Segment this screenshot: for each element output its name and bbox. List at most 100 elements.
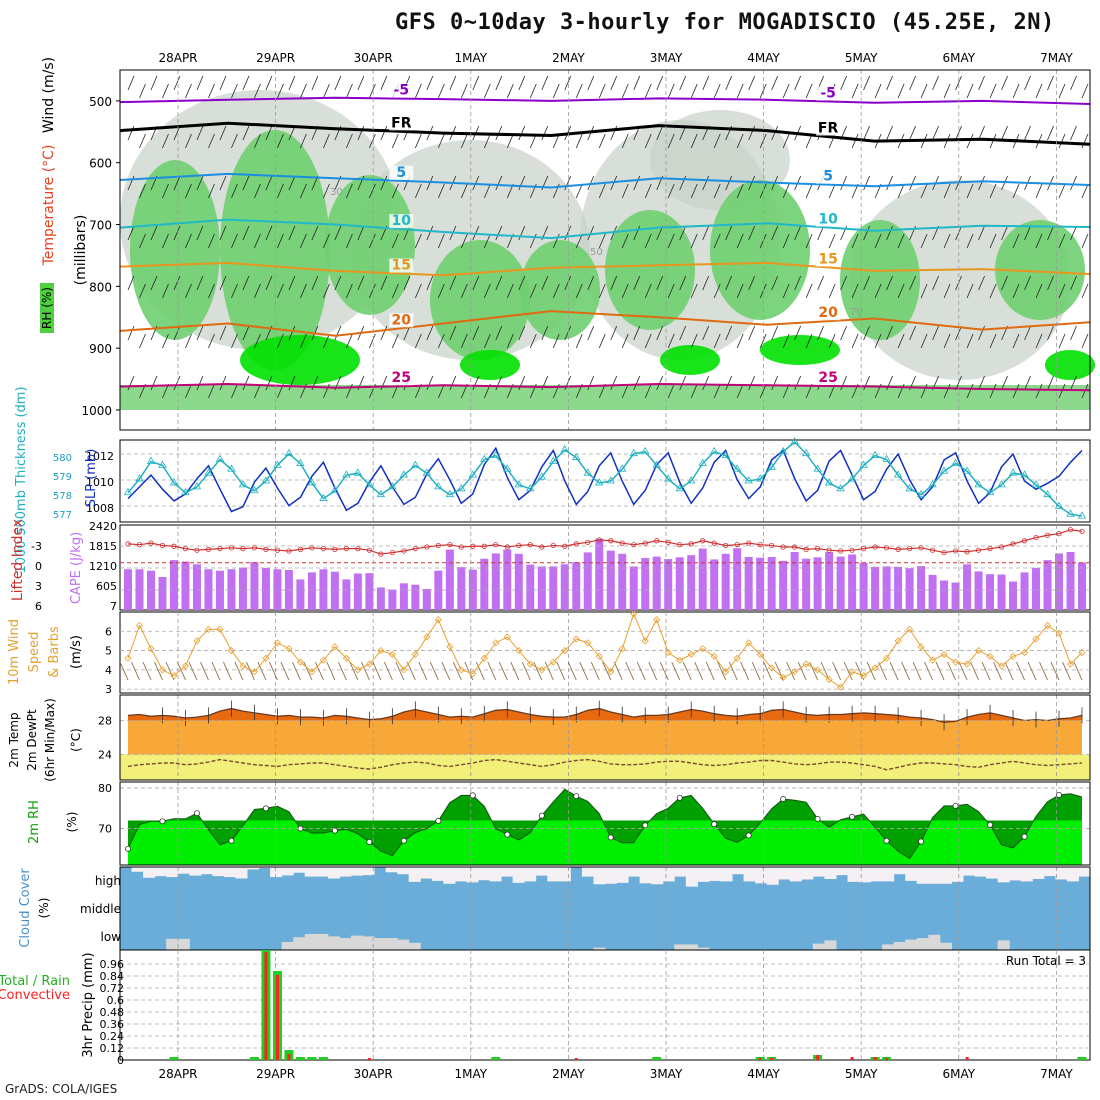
precip-convective-bar	[965, 1057, 969, 1060]
wind-barb	[265, 375, 273, 391]
wind-barb	[265, 125, 273, 141]
wind-barb	[334, 275, 342, 291]
cloud-low-bar	[408, 942, 421, 950]
wind-barb	[1024, 125, 1031, 141]
isotherm-label: 15	[392, 258, 411, 274]
lifted-index-marker	[309, 545, 315, 551]
cape-bar	[848, 554, 857, 610]
cloud-high-gap	[1066, 867, 1079, 882]
wind-speed-marker	[227, 647, 236, 655]
wind-barb	[323, 83, 330, 99]
wind-barb	[380, 75, 388, 91]
x-tick-label: 1MAY	[454, 51, 487, 65]
thickness-marker	[238, 480, 248, 488]
rh-marker	[400, 837, 407, 844]
wind-barb	[644, 333, 652, 349]
wind-barb	[449, 275, 457, 291]
cape-bar	[204, 569, 213, 610]
wind-barb	[552, 283, 560, 299]
cloud-low-bar	[397, 939, 410, 950]
wind-barb	[587, 325, 595, 341]
wind-barb	[437, 333, 445, 349]
lifted-index-marker	[688, 541, 694, 547]
wind-barb	[713, 133, 721, 149]
thickness-marker	[457, 484, 466, 492]
wind-barb	[587, 75, 595, 91]
wind-speed-marker	[124, 654, 132, 662]
wind-barb	[369, 283, 376, 299]
wind-barb	[725, 325, 733, 341]
wind-barb	[943, 283, 951, 299]
thickness-marker	[595, 478, 604, 486]
wind-barb	[518, 275, 526, 291]
wind-barb	[300, 283, 307, 299]
thickness-marker	[146, 456, 156, 464]
wind-barb	[162, 83, 169, 99]
thickness-marker	[491, 450, 501, 459]
wind-barb	[644, 383, 652, 399]
wind-barb	[173, 175, 181, 191]
wind-barb	[1001, 375, 1008, 391]
thickness-marker	[905, 484, 914, 492]
wind-barb	[702, 225, 710, 241]
wind-barb	[541, 275, 549, 291]
thickness-marker	[261, 476, 271, 484]
rh-contour-label: 70	[850, 307, 863, 318]
wind-barb	[771, 275, 779, 291]
wind-barb	[323, 333, 330, 349]
wind-barb	[277, 283, 284, 299]
thickness-marker	[422, 468, 432, 476]
wind-barb	[748, 325, 756, 341]
wind-barb	[483, 333, 491, 349]
thickness-marker	[365, 480, 374, 488]
lifted-index-marker	[412, 546, 418, 552]
wind-barb	[242, 375, 250, 391]
wind-barb	[690, 133, 698, 149]
wind-barb	[426, 325, 434, 341]
thickness-marker	[1054, 501, 1064, 509]
wind-barb	[391, 233, 399, 249]
wind-barb	[989, 383, 997, 399]
x-tick-label: 2MAY	[552, 1067, 585, 1081]
wind-barb	[656, 325, 664, 341]
wind-barb	[460, 233, 468, 249]
cloud-high-gap	[212, 867, 225, 877]
wind-barb	[1012, 83, 1020, 99]
lifted-index-marker	[1021, 538, 1028, 544]
wind-barb	[360, 661, 370, 681]
lifted-index-marker	[251, 545, 258, 551]
cape-bar	[974, 571, 983, 610]
y-tick-label: 0.12	[100, 1042, 125, 1055]
wind-speed-marker	[940, 650, 948, 658]
axis-label-precip: 3hr Precip (mm)	[81, 952, 96, 1057]
thickness-marker	[215, 454, 225, 462]
wind-speed-marker	[618, 645, 626, 653]
wind-barb	[242, 175, 250, 191]
wind-barb	[185, 183, 192, 199]
precip-total-bar	[1077, 1057, 1087, 1060]
wind-barb	[300, 333, 307, 349]
wind-barb	[728, 661, 738, 681]
rh-marker	[194, 810, 200, 817]
wind-barb	[1070, 325, 1077, 341]
thickness-marker	[307, 478, 317, 486]
wind-barb	[702, 375, 710, 391]
wind-barb	[748, 275, 756, 291]
wind-barb	[414, 183, 422, 199]
isotherm-label-bg	[816, 306, 841, 321]
lifted-index-marker	[861, 546, 867, 552]
cloud-level-label: middle	[80, 902, 121, 916]
wind-barb	[219, 125, 227, 141]
thickness-marker	[526, 484, 535, 492]
wind-barb	[1058, 183, 1066, 199]
thickness-marker	[296, 458, 305, 466]
wind-barb	[162, 333, 169, 349]
right-tick-label: 7	[110, 600, 117, 613]
cloud-high-gap	[293, 867, 306, 873]
wind-barb	[185, 383, 192, 399]
wind-speed-marker	[687, 650, 695, 658]
lifted-index-marker	[895, 546, 901, 552]
wind-barb	[406, 661, 416, 681]
lifted-index-marker	[159, 542, 166, 549]
wind-barb	[173, 325, 181, 341]
